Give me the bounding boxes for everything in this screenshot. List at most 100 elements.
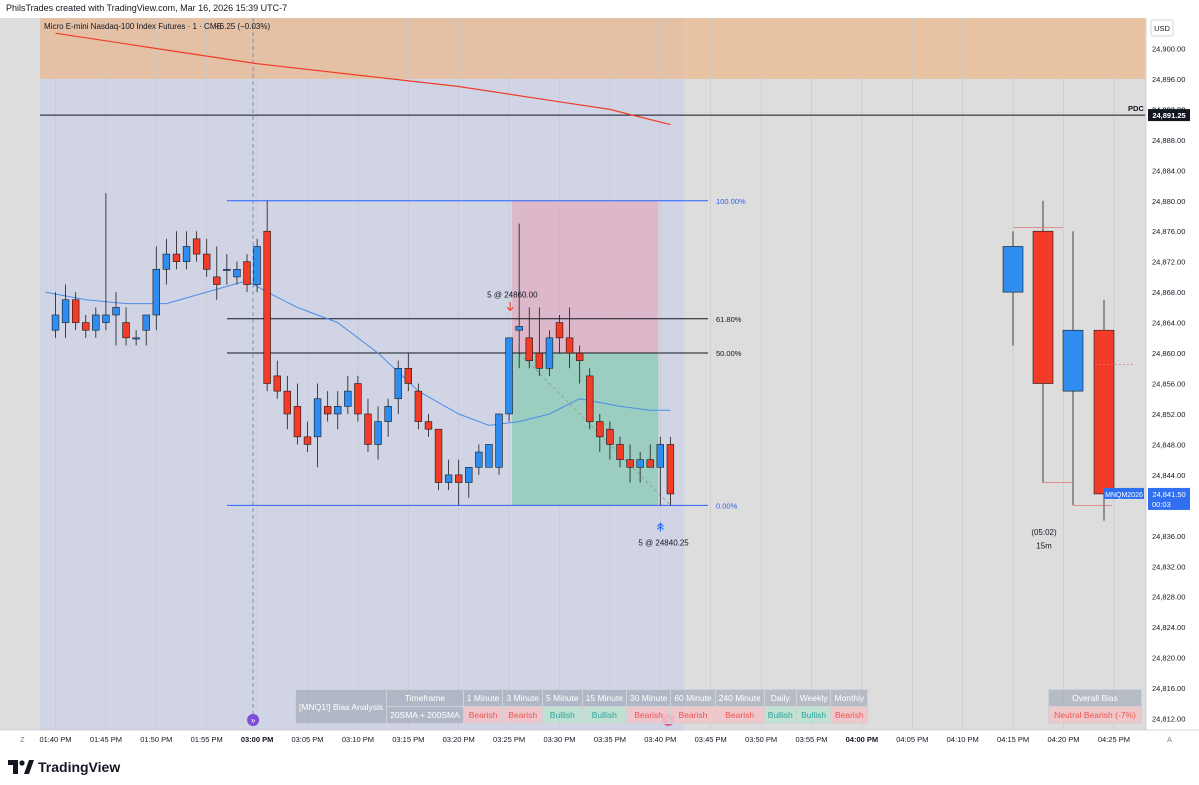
htf-candle-2[interactable] [1062, 329, 1084, 392]
candle-body-29[interactable] [344, 390, 352, 407]
candle-body-21[interactable] [263, 230, 271, 384]
candle-body-19[interactable] [243, 261, 251, 285]
candle-body-41[interactable] [465, 466, 473, 483]
htf-candle-1[interactable] [1032, 230, 1054, 384]
candle-body-16[interactable] [213, 276, 221, 285]
candle-body-12[interactable] [172, 253, 181, 262]
candle-body-54[interactable] [596, 421, 604, 438]
candle-body-22[interactable] [273, 375, 281, 392]
candle-body-61[interactable] [666, 444, 675, 495]
candle-body-58[interactable] [636, 459, 644, 468]
price-chart[interactable]: PDC 100.00% 61.80% 50.00% 0.00% 5 @ 24860.00 5… [0, 18, 1199, 748]
candle-body-56[interactable] [616, 444, 624, 460]
candle-body-35[interactable] [404, 367, 412, 384]
candle-body-24[interactable] [293, 406, 302, 438]
price-tick-19: 24,888.00 [1152, 136, 1185, 145]
bias-table-title: [MNQ1!] Bias Analysis [294, 689, 388, 724]
candle-body-25[interactable] [303, 436, 312, 445]
candle-body-5[interactable] [102, 314, 110, 323]
symbol-tag [1104, 487, 1144, 499]
candle-body-17[interactable] [223, 268, 231, 271]
candle-body-3[interactable] [82, 322, 90, 331]
candle-body-23[interactable] [283, 390, 292, 415]
candle-body-48[interactable] [535, 352, 544, 369]
candle-body-51[interactable] [565, 337, 574, 354]
last-price-countdown: 00:03 [1152, 500, 1171, 509]
stop-zone [512, 200, 659, 354]
bias-timeframe-7: Daily [763, 689, 797, 707]
candle-body-15[interactable] [203, 253, 211, 270]
fib-618-label: 61.80% [716, 315, 742, 324]
bias-header-row: [MNQ1!] Bias Analysis Timeframe 1 Minute… [294, 689, 869, 724]
candle-body-4[interactable] [92, 314, 100, 331]
candle-body-14[interactable] [192, 238, 201, 255]
candle-body-49[interactable] [545, 337, 554, 369]
time-axis[interactable] [0, 730, 1199, 748]
candle-body-11[interactable] [162, 253, 171, 270]
candle-body-39[interactable] [444, 474, 453, 483]
time-tick-19: 04:15 PM [997, 735, 1029, 744]
candle-body-43[interactable] [485, 444, 493, 468]
price-tick-13: 24,864.00 [1152, 319, 1185, 328]
candle-body-32[interactable] [374, 421, 382, 445]
candle-body-42[interactable] [475, 451, 483, 468]
candle-body-50[interactable] [555, 322, 564, 339]
price-tick-18: 24,884.00 [1152, 166, 1185, 175]
candle-body-33[interactable] [384, 406, 392, 422]
currency-label: USD [1154, 24, 1170, 33]
candle-body-26[interactable] [313, 398, 322, 438]
candle-body-31[interactable] [364, 413, 372, 445]
candle-body-28[interactable] [334, 406, 342, 415]
candle-body-27[interactable] [323, 406, 332, 415]
candle-body-1[interactable] [61, 299, 70, 323]
candle-body-2[interactable] [71, 299, 80, 323]
candle-body-59[interactable] [646, 459, 654, 468]
candle-body-9[interactable] [142, 314, 150, 331]
candle-body-18[interactable] [233, 268, 241, 278]
candle-body-53[interactable] [586, 375, 594, 422]
htf-countdown: (05:02) [1031, 528, 1057, 537]
chart-container[interactable]: PDC 100.00% 61.80% 50.00% 0.00% 5 @ 24860.00 5… [0, 18, 1199, 748]
time-tick-9: 03:25 PM [493, 735, 525, 744]
pdc-price-text: 24,891.25 [1152, 111, 1185, 120]
session-open-icon[interactable] [247, 714, 260, 726]
htf-candle-0[interactable] [1002, 246, 1024, 293]
price-tick-14: 24,868.00 [1152, 288, 1185, 297]
candle-body-60[interactable] [656, 444, 665, 468]
candle-body-40[interactable] [454, 474, 463, 483]
price-tick-5: 24,832.00 [1152, 562, 1185, 571]
candle-body-57[interactable] [626, 459, 634, 468]
candle-body-8[interactable] [132, 337, 140, 340]
bias-timeframe-8: Weekly [795, 689, 832, 707]
candle-body-13[interactable] [182, 246, 191, 262]
candle-body-45[interactable] [505, 337, 513, 415]
candle-body-7[interactable] [122, 322, 130, 339]
target-zone [512, 353, 659, 506]
tradingview-logo[interactable]: TradingView [8, 758, 120, 776]
candle-body-20[interactable] [253, 246, 261, 285]
candle-body-52[interactable] [575, 352, 584, 361]
currency-button[interactable] [1150, 19, 1174, 37]
candle-body-36[interactable] [414, 390, 423, 422]
candle-body-47[interactable] [525, 337, 533, 361]
price-tick-1: 24,816.00 [1152, 684, 1185, 693]
bias-timeframe-6: 240 Minute [714, 689, 765, 707]
candle-body-0[interactable] [51, 314, 60, 331]
candle-body-38[interactable] [434, 428, 443, 483]
overall-bias-value: Neutral Bearish (-7%) [1048, 706, 1142, 724]
last-price-text: 24,841.50 [1152, 490, 1185, 499]
candle-body-37[interactable] [424, 421, 433, 430]
candle-body-46[interactable] [515, 326, 523, 331]
candle-body-10[interactable] [152, 268, 160, 316]
candle-body-34[interactable] [394, 367, 402, 400]
time-tick-11: 03:35 PM [594, 735, 626, 744]
candle-body-55[interactable] [606, 428, 614, 445]
htf-candle-3[interactable] [1093, 329, 1115, 495]
price-tick-0: 24,812.00 [1152, 715, 1185, 724]
candle-body-6[interactable] [112, 307, 120, 316]
exit-label: 5 @ 24840.25 [638, 538, 689, 547]
candle-body-30[interactable] [354, 383, 362, 415]
overall-bias-table: Overall Bias Neutral Bearish (-7%) [1048, 689, 1142, 724]
candle-body-44[interactable] [495, 413, 503, 468]
price-axis[interactable] [1146, 18, 1199, 748]
